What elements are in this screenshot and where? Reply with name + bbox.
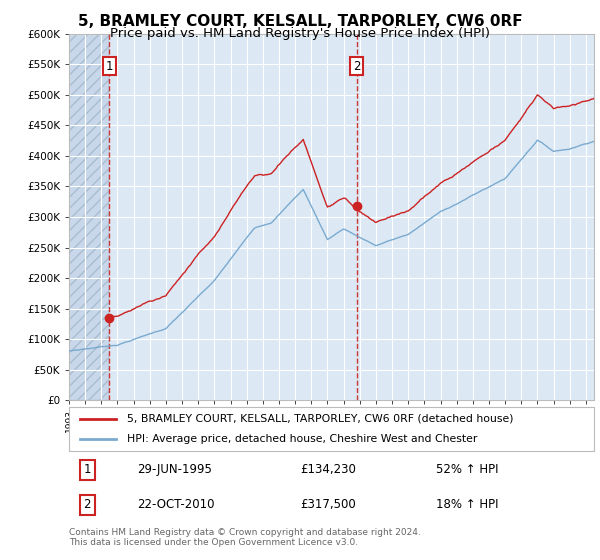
Text: 2: 2 [353, 59, 360, 72]
Text: £317,500: £317,500 [300, 498, 356, 511]
Text: 5, BRAMLEY COURT, KELSALL, TARPORLEY, CW6 0RF (detached house): 5, BRAMLEY COURT, KELSALL, TARPORLEY, CW… [127, 414, 513, 424]
Text: 29-JUN-1995: 29-JUN-1995 [137, 463, 212, 476]
FancyBboxPatch shape [69, 407, 594, 451]
Text: 1: 1 [106, 59, 113, 72]
Text: 5, BRAMLEY COURT, KELSALL, TARPORLEY, CW6 0RF: 5, BRAMLEY COURT, KELSALL, TARPORLEY, CW… [77, 14, 523, 29]
Text: 22-OCT-2010: 22-OCT-2010 [137, 498, 215, 511]
Text: 52% ↑ HPI: 52% ↑ HPI [437, 463, 499, 476]
Text: HPI: Average price, detached house, Cheshire West and Chester: HPI: Average price, detached house, Ches… [127, 434, 477, 444]
Text: 18% ↑ HPI: 18% ↑ HPI [437, 498, 499, 511]
Text: £134,230: £134,230 [300, 463, 356, 476]
Text: 1: 1 [83, 463, 91, 476]
Text: Contains HM Land Registry data © Crown copyright and database right 2024.
This d: Contains HM Land Registry data © Crown c… [69, 528, 421, 547]
Text: 2: 2 [83, 498, 91, 511]
Text: Price paid vs. HM Land Registry's House Price Index (HPI): Price paid vs. HM Land Registry's House … [110, 27, 490, 40]
